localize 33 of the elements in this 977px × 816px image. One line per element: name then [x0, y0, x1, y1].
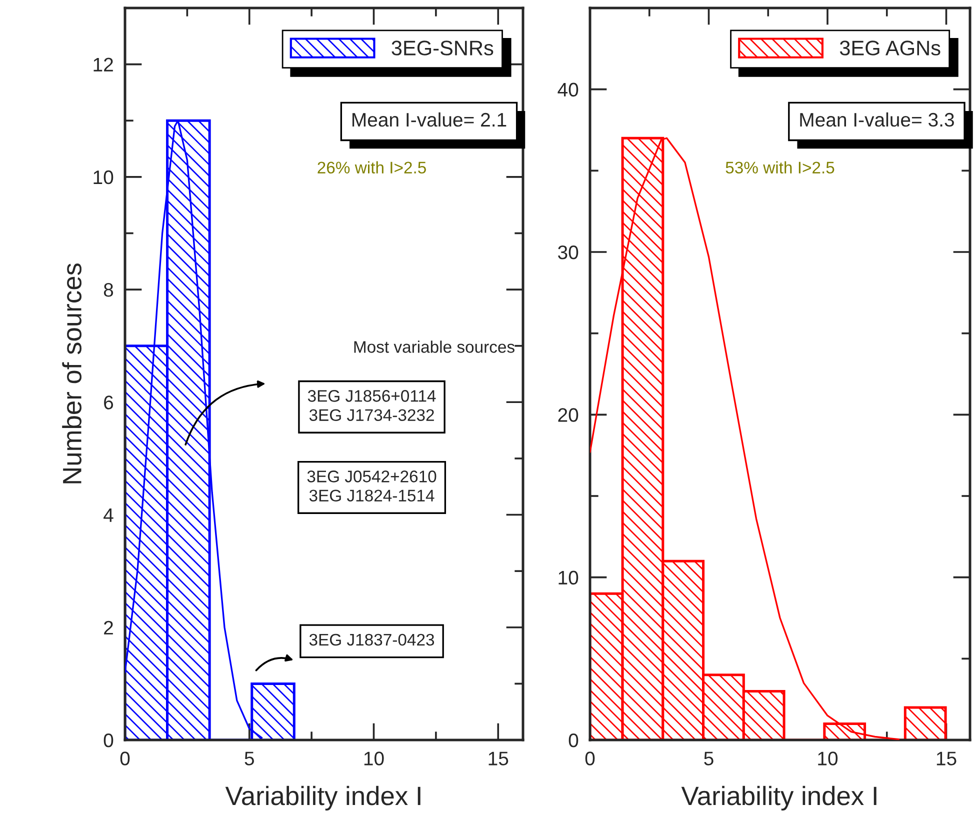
y-tick-label: 12	[94, 58, 113, 72]
x-axis-title: Variability index I	[681, 786, 876, 811]
x-tick-label: 10	[818, 752, 838, 766]
y-tick-label: 20	[558, 408, 578, 422]
y-tick-label: 0	[104, 733, 114, 748]
annotation: 26% with I>2.5	[318, 161, 426, 174]
annotation: Mean I-value= 2.1	[352, 112, 506, 127]
y-tick-label: 40	[558, 82, 578, 97]
x-tick-label: 5	[704, 752, 714, 766]
x-tick-label: 0	[585, 752, 595, 766]
y-axis-title: Number of sources	[62, 263, 82, 484]
y-tick-label: 10	[94, 170, 114, 184]
annotation: Most variable sources	[354, 340, 514, 353]
y-tick-label: 0	[568, 733, 578, 748]
x-axis-title: Variability index I	[225, 786, 420, 811]
y-tick-label: 30	[558, 245, 578, 260]
annotation: Mean I-value= 3.3	[800, 112, 954, 127]
x-tick-label: 10	[364, 752, 384, 766]
annotation: 3EG J1856+0114 3EG J1734-3232	[308, 390, 436, 421]
legend-label: 3EG-SNRs	[392, 40, 494, 56]
annotation: 53% with I>2.5	[726, 161, 834, 174]
x-tick-label: 0	[120, 752, 130, 766]
y-tick-label: 4	[104, 508, 114, 522]
x-tick-label: 15	[488, 752, 508, 766]
legend-label: 3EG AGNs	[840, 40, 940, 56]
x-tick-label: 15	[936, 752, 956, 766]
x-tick-label: 5	[244, 752, 254, 766]
y-tick-label: 6	[104, 396, 114, 410]
y-tick-label: 2	[104, 620, 113, 634]
annotation: 3EG J1837-0423	[309, 634, 434, 646]
y-tick-label: 8	[104, 283, 114, 297]
annotation: 3EG J0542+2610 3EG J1824-1514	[307, 470, 436, 502]
y-tick-label: 10	[558, 570, 578, 585]
